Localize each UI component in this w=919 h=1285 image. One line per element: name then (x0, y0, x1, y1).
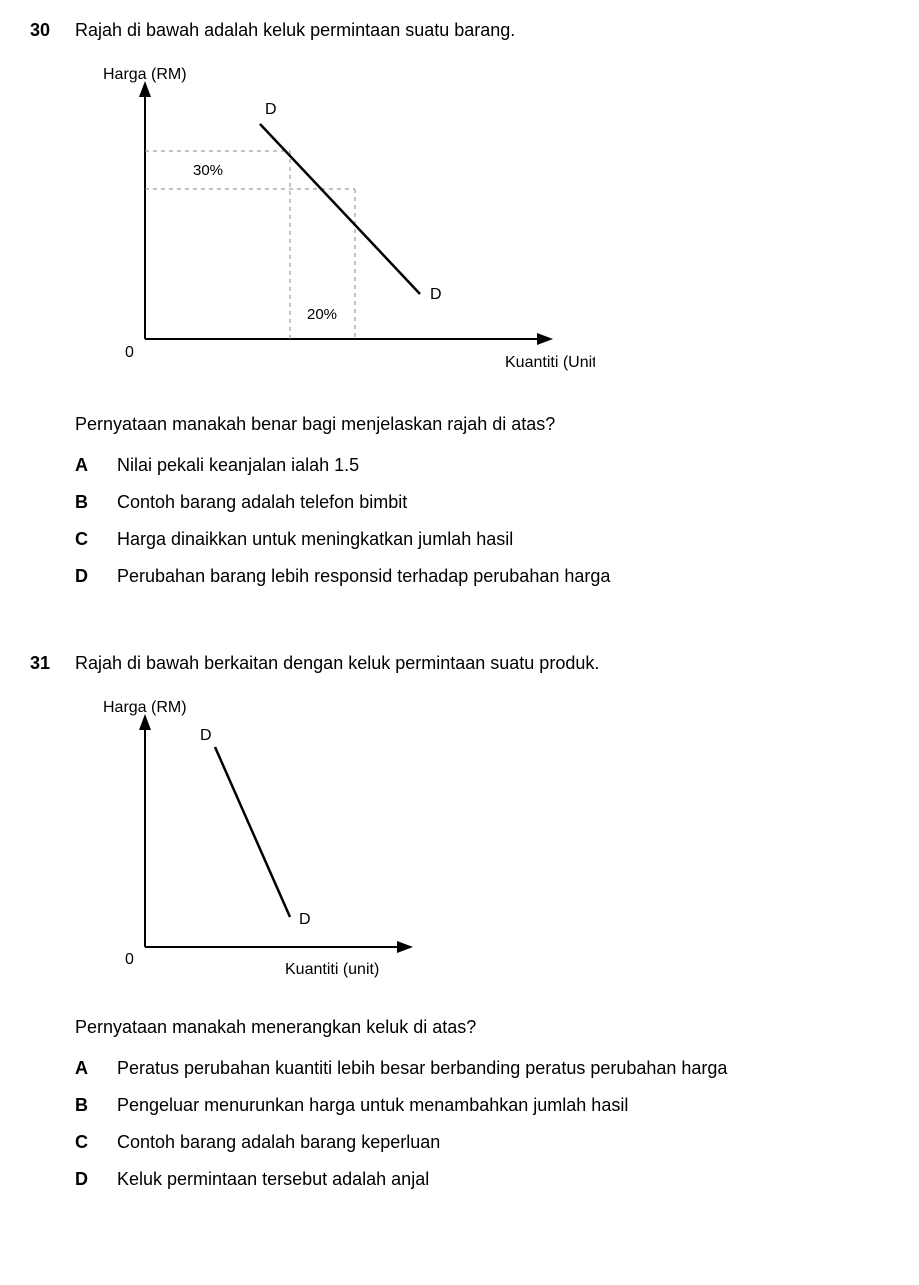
x-arrow-icon (537, 333, 553, 345)
option-text: Keluk permintaan tersebut adalah anjal (117, 1169, 889, 1190)
question-body: Rajah di bawah adalah keluk permintaan s… (75, 20, 889, 603)
demand-chart-31: Harga (RM) D D 0 Kuantiti (unit) (75, 692, 889, 992)
option-letter: A (75, 1058, 117, 1079)
option-b[interactable]: B Contoh barang adalah telefon bimbit (75, 492, 889, 513)
options-list: A Nilai pekali keanjalan ialah 1.5 B Con… (75, 455, 889, 587)
chart-svg: Harga (RM) D D 30% 20% 0 K (75, 59, 595, 389)
x-arrow-icon (397, 941, 413, 953)
question-substem: Pernyataan manakah menerangkan keluk di … (75, 1017, 889, 1038)
option-c[interactable]: C Contoh barang adalah barang keperluan (75, 1132, 889, 1153)
y-axis-label: Harga (RM) (103, 66, 187, 83)
option-a[interactable]: A Nilai pekali keanjalan ialah 1.5 (75, 455, 889, 476)
question-stem: Rajah di bawah berkaitan dengan keluk pe… (75, 653, 889, 674)
question-30: 30 Rajah di bawah adalah keluk permintaa… (30, 20, 889, 603)
option-letter: D (75, 1169, 117, 1190)
option-text: Pengeluar menurunkan harga untuk menamba… (117, 1095, 889, 1116)
pct-y-label: 30% (193, 162, 223, 179)
option-a[interactable]: A Peratus perubahan kuantiti lebih besar… (75, 1058, 889, 1079)
question-31: 31 Rajah di bawah berkaitan dengan keluk… (30, 653, 889, 1206)
demand-curve (215, 747, 290, 917)
option-text: Contoh barang adalah telefon bimbit (117, 492, 889, 513)
question-body: Rajah di bawah berkaitan dengan keluk pe… (75, 653, 889, 1206)
option-letter: D (75, 566, 117, 587)
option-letter: C (75, 529, 117, 550)
origin-label: 0 (125, 951, 134, 968)
question-substem: Pernyataan manakah benar bagi menjelaska… (75, 414, 889, 435)
option-letter: B (75, 492, 117, 513)
option-letter: A (75, 455, 117, 476)
x-axis-label: Kuantiti (Unit) (505, 354, 595, 371)
option-letter: B (75, 1095, 117, 1116)
x-axis-label: Kuantiti (unit) (285, 961, 379, 978)
y-axis-label: Harga (RM) (103, 699, 187, 716)
question-number: 30 (30, 20, 75, 603)
curve-label-top: D (200, 727, 212, 744)
option-d[interactable]: D Keluk permintaan tersebut adalah anjal (75, 1169, 889, 1190)
option-text: Contoh barang adalah barang keperluan (117, 1132, 889, 1153)
option-text: Perubahan barang lebih responsid terhada… (117, 566, 889, 587)
question-stem: Rajah di bawah adalah keluk permintaan s… (75, 20, 889, 41)
option-text: Nilai pekali keanjalan ialah 1.5 (117, 455, 889, 476)
curve-label-top: D (265, 101, 277, 118)
option-letter: C (75, 1132, 117, 1153)
option-text: Harga dinaikkan untuk meningkatkan jumla… (117, 529, 889, 550)
demand-curve (260, 124, 420, 294)
option-b[interactable]: B Pengeluar menurunkan harga untuk menam… (75, 1095, 889, 1116)
curve-label-bottom: D (299, 911, 311, 928)
question-number: 31 (30, 653, 75, 1206)
demand-chart-30: Harga (RM) D D 30% 20% 0 K (75, 59, 889, 389)
option-c[interactable]: C Harga dinaikkan untuk meningkatkan jum… (75, 529, 889, 550)
pct-x-label: 20% (307, 306, 337, 323)
origin-label: 0 (125, 344, 134, 361)
chart-svg: Harga (RM) D D 0 Kuantiti (unit) (75, 692, 495, 992)
option-text: Peratus perubahan kuantiti lebih besar b… (117, 1058, 889, 1079)
y-arrow-icon (139, 81, 151, 97)
y-arrow-icon (139, 714, 151, 730)
option-d[interactable]: D Perubahan barang lebih responsid terha… (75, 566, 889, 587)
options-list: A Peratus perubahan kuantiti lebih besar… (75, 1058, 889, 1190)
curve-label-bottom: D (430, 286, 442, 303)
